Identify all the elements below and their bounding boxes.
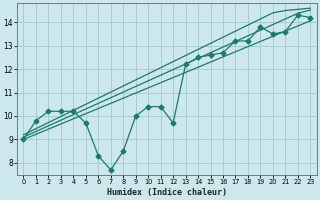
- X-axis label: Humidex (Indice chaleur): Humidex (Indice chaleur): [107, 188, 227, 197]
